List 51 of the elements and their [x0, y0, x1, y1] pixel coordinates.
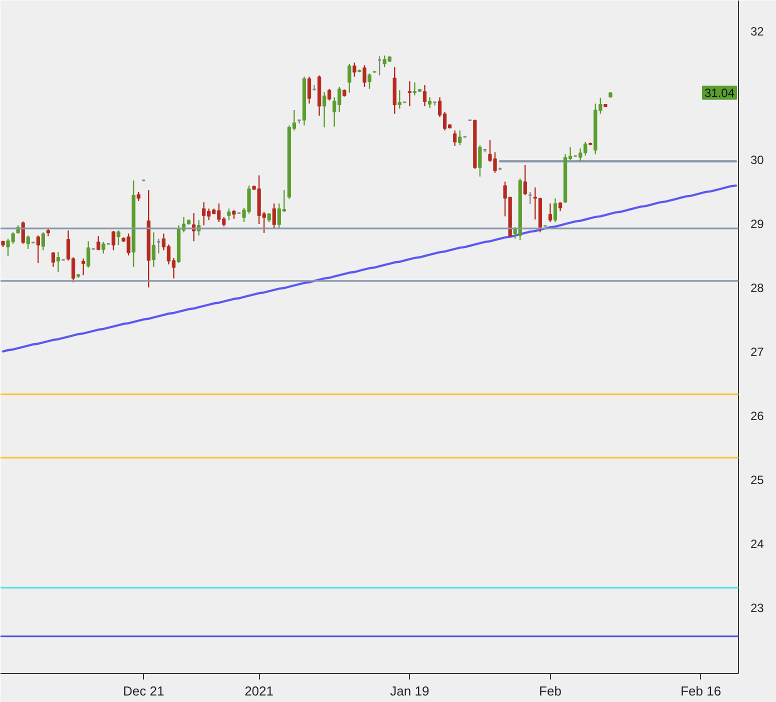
x-tick-label: 2021	[244, 684, 274, 698]
candlestick	[553, 198, 558, 223]
candlestick	[96, 236, 100, 251]
y-tick-label: 26	[750, 408, 764, 423]
candlestick	[377, 56, 382, 76]
line-series	[2, 184, 738, 353]
y-tick-label: 27	[750, 344, 764, 359]
candlestick	[478, 144, 482, 178]
y-tick-label: 29	[750, 216, 764, 231]
candlestick	[352, 62, 356, 78]
candlestick	[458, 130, 462, 146]
candlestick	[523, 164, 527, 196]
candlestick	[112, 230, 116, 251]
x-tick-label: Feb	[539, 684, 562, 698]
candlestick	[272, 202, 276, 230]
candlestick	[548, 202, 552, 223]
candlestick	[26, 234, 30, 250]
candlestick	[307, 76, 312, 104]
candlestick	[82, 258, 86, 276]
annotation: 31.04	[704, 86, 735, 100]
candlestick	[348, 63, 352, 94]
y-tick-label: 28	[750, 280, 764, 295]
candlestick	[328, 88, 332, 101]
candlestick	[362, 64, 366, 88]
x-tick-label: Dec 21	[122, 684, 164, 698]
candlestick	[102, 241, 106, 254]
candlestick	[51, 252, 56, 268]
candlestick	[86, 240, 90, 268]
candlestick	[36, 234, 40, 264]
candlestick	[422, 84, 427, 107]
candlestick	[322, 91, 326, 128]
x-tick-label: Feb 16	[680, 684, 722, 698]
y-tick-label: 24	[750, 537, 764, 552]
x-tick-label: Jan 19	[390, 684, 430, 698]
y-tick-label: 32	[750, 24, 764, 39]
candlestick	[156, 238, 161, 254]
candlestick	[227, 208, 231, 221]
candlestick	[398, 90, 402, 110]
candlestick	[41, 232, 45, 251]
candlestick	[21, 220, 25, 244]
candlestick	[453, 130, 457, 146]
y-tick-label: 30	[750, 152, 764, 167]
candlestick	[56, 252, 60, 273]
y-tick-label: 25	[750, 472, 764, 487]
candlestick	[116, 230, 120, 246]
candlestick	[152, 232, 156, 268]
y-tick-label: 23	[750, 601, 764, 616]
candlestick	[368, 72, 372, 90]
candlestick	[528, 191, 532, 205]
candlestick	[408, 80, 412, 107]
candlestick	[428, 96, 432, 109]
